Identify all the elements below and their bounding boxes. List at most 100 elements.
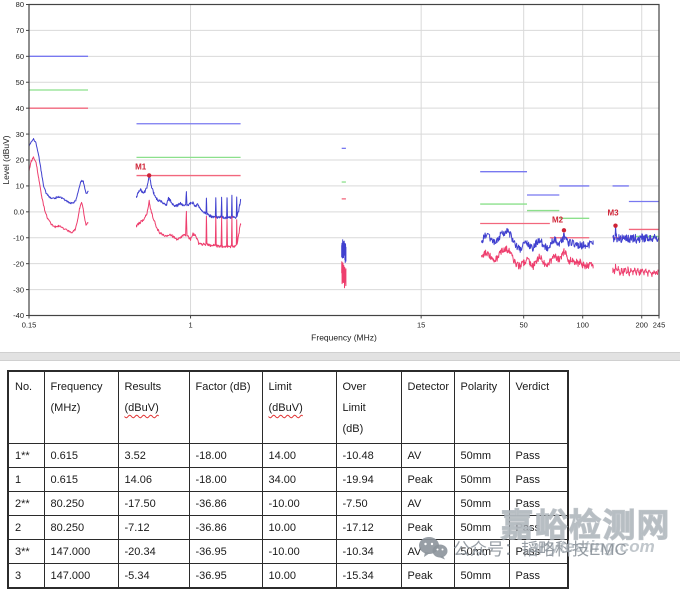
table-cell: Peak xyxy=(400,467,455,492)
peak-trace xyxy=(481,227,594,253)
table-cell: 50mm xyxy=(453,539,510,564)
table-cell: -10.34 xyxy=(335,539,402,564)
table-cell: -36.86 xyxy=(188,491,263,516)
table-cell: Peak xyxy=(400,515,455,540)
column-header: Factor (dB) xyxy=(188,370,263,444)
x-tick-label: 1 xyxy=(188,321,192,330)
table-cell: -10.48 xyxy=(335,443,402,468)
table-cell: Pass xyxy=(508,443,569,468)
table-cell: 147.000 xyxy=(43,563,119,589)
y-tick-label: 0.0 xyxy=(14,208,24,217)
table-cell: 3.52 xyxy=(117,443,190,468)
table-cell: -18.00 xyxy=(188,443,263,468)
table-cell: 14.06 xyxy=(117,467,190,492)
table-cell: 3** xyxy=(7,539,45,564)
table-cell: 3 xyxy=(7,563,45,589)
y-tick-label: -30 xyxy=(13,285,24,294)
average-trace xyxy=(481,245,594,270)
average-trace xyxy=(612,263,660,278)
table-row: 2** 80.250 -17.50 -36.86 -10.00 -7.50 AV 50mm Pa… xyxy=(7,491,569,516)
marker-label-M2: M2 xyxy=(552,215,564,224)
y-axis-title: Level (dBuV) xyxy=(1,135,11,184)
x-tick-label: 245 xyxy=(653,321,666,330)
table-cell: -10.00 xyxy=(261,491,337,516)
table-cell: -15.34 xyxy=(335,563,402,589)
table-cell: -7.12 xyxy=(117,515,190,540)
table-cell: -5.34 xyxy=(117,563,190,589)
table-cell: AV xyxy=(400,443,455,468)
average-trace xyxy=(136,199,242,249)
column-header: Frequency (MHz) xyxy=(43,370,119,444)
table-cell: Pass xyxy=(508,467,569,492)
peak-trace xyxy=(612,223,660,244)
column-header: Over Limit (dB) xyxy=(335,370,402,444)
table-cell: Pass xyxy=(508,563,569,589)
table-cell: AV xyxy=(400,539,455,564)
y-tick-label: 20 xyxy=(16,156,24,165)
marker-M2 xyxy=(561,228,567,233)
x-axis-title: Frequency (MHz) xyxy=(311,333,377,343)
table-cell: 14.00 xyxy=(261,443,337,468)
y-tick-label: 50 xyxy=(16,78,24,87)
results-table: No. Frequency (MHz) Results (dBuV) Factor (dB… xyxy=(7,370,569,589)
table-cell: -36.95 xyxy=(188,539,263,564)
y-tick-label: 80 xyxy=(16,0,24,9)
average-trace xyxy=(341,261,347,289)
y-tick-label: 60 xyxy=(16,52,24,61)
column-header: Limit (dBuV) xyxy=(261,370,337,444)
y-tick-label: 40 xyxy=(16,104,24,113)
emission-level-chart: M1 M2 M3 80 70 60 50 40 30 20 10 0.0 -10 -20 -30 -40 0.1… xyxy=(1,0,666,343)
table-cell: 50mm xyxy=(453,515,510,540)
table-cell: AV xyxy=(400,491,455,516)
y-tick-label: 30 xyxy=(16,130,24,139)
peak-trace xyxy=(136,175,242,220)
x-tick-label: 100 xyxy=(576,321,589,330)
panel-divider xyxy=(0,352,680,361)
y-tick-label: -40 xyxy=(13,311,24,320)
x-tick-label: 50 xyxy=(519,321,527,330)
table-cell: 80.250 xyxy=(43,491,119,516)
marker-M3 xyxy=(613,223,618,228)
x-tick-label: 200 xyxy=(635,321,648,330)
average-trace xyxy=(28,156,89,234)
table-row: 3 147.000 -5.34 -36.95 10.00 -15.34 Peak 50mm Pa… xyxy=(7,563,569,589)
table-cell: -18.00 xyxy=(188,467,263,492)
x-tick-label: 15 xyxy=(417,321,425,330)
table-cell: 0.615 xyxy=(43,443,119,468)
y-tick-label: 70 xyxy=(16,26,24,35)
table-cell: -36.86 xyxy=(188,515,263,540)
table-cell: -20.34 xyxy=(117,539,190,564)
y-tick-label: -10 xyxy=(13,233,24,242)
table-cell: Peak xyxy=(400,563,455,589)
table-row: 1 0.615 14.06 -18.00 34.00 -19.94 Peak 50mm Pass xyxy=(7,467,569,492)
table-cell: 50mm xyxy=(453,467,510,492)
table-cell: 2 xyxy=(7,515,45,540)
table-cell: 80.250 xyxy=(43,515,119,540)
table-cell: -17.50 xyxy=(117,491,190,516)
table-cell: -19.94 xyxy=(335,467,402,492)
y-tick-label: -20 xyxy=(13,259,24,268)
chart-canvas: M1 M2 M3 80 70 60 50 40 30 20 10 0.0 -10 -20 -30 -400.1… xyxy=(1,0,666,343)
table-row: 3** 147.000 -20.34 -36.95 -10.00 -10.34 AV 50mm… xyxy=(7,539,569,564)
table-cell: 34.00 xyxy=(261,467,337,492)
table-cell: 1** xyxy=(7,443,45,468)
column-header: Detector xyxy=(400,370,455,444)
column-header: Verdict xyxy=(508,370,569,444)
marker-label-M1: M1 xyxy=(135,162,147,171)
table-header-row: No. Frequency (MHz) Results (dBuV) Factor (dB… xyxy=(7,370,569,444)
table-cell: 50mm xyxy=(453,443,510,468)
table-cell: -7.50 xyxy=(335,491,402,516)
x-tick-label: 0.15 xyxy=(22,321,37,330)
column-header: No. xyxy=(7,370,45,444)
table-cell: 2** xyxy=(7,491,45,516)
column-header: Polarity xyxy=(453,370,510,444)
results-table-panel: No. Frequency (MHz) Results (dBuV) Factor (dB… xyxy=(7,370,569,589)
marker-label-M3: M3 xyxy=(608,209,620,218)
table-cell: 50mm xyxy=(453,563,510,589)
table-cell: Pass xyxy=(508,539,569,564)
table-cell: -36.95 xyxy=(188,563,263,589)
table-row: 1** 0.615 3.52 -18.00 14.00 -10.48 AV 50mm Pass xyxy=(7,443,569,468)
table-cell: 10.00 xyxy=(261,515,337,540)
peak-trace xyxy=(28,138,89,205)
table-cell: -10.00 xyxy=(261,539,337,564)
